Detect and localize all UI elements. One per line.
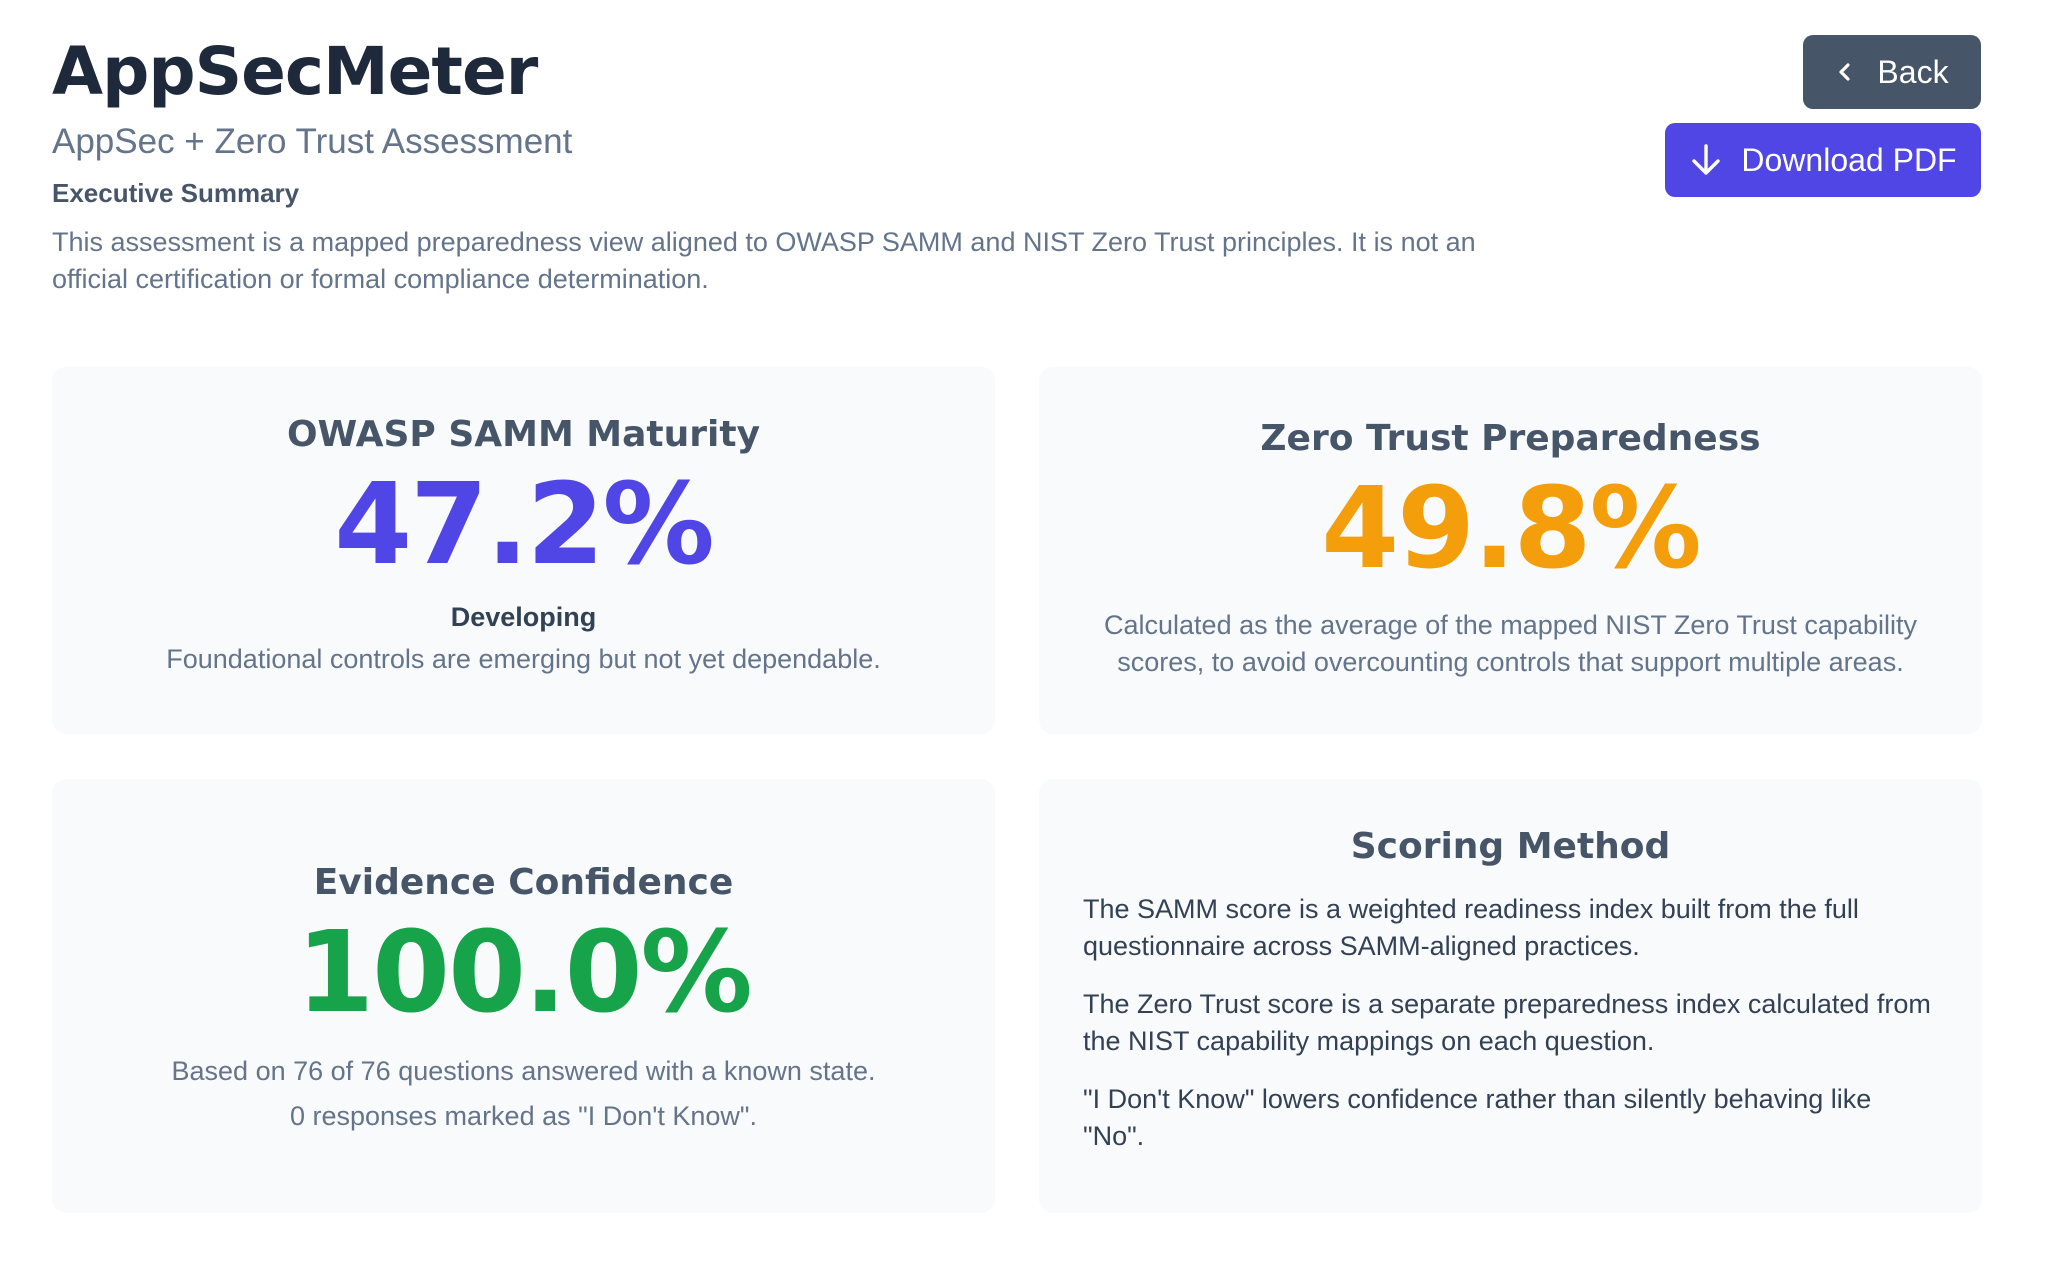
scoring-method-item: The SAMM score is a weighted readiness i…: [1083, 894, 1859, 961]
arrow-down-icon: [1689, 142, 1723, 178]
app-title: AppSecMeter: [52, 33, 538, 110]
zero-trust-score: 49.8%: [1321, 464, 1702, 594]
app-subtitle: AppSec + Zero Trust Assessment: [52, 122, 573, 161]
samm-level: Developing: [450, 602, 597, 632]
back-button-label: Back: [1877, 53, 1949, 90]
scoring-card-title: Scoring Method: [1350, 826, 1671, 867]
samm-score: 47.2%: [334, 460, 715, 590]
back-button[interactable]: Back: [1803, 35, 1981, 109]
evidence-card-title: Evidence Confidence: [313, 862, 734, 903]
evidence-line-answered: Based on 76 of 76 questions answered wit…: [171, 1056, 876, 1086]
evidence-confidence-card: Evidence Confidence 100.0% Based on 76 o…: [52, 779, 995, 1213]
samm-maturity-card: OWASP SAMM Maturity 47.2% Developing Fou…: [52, 367, 995, 734]
page-header: AppSecMeter AppSec + Zero Trust Assessme…: [52, 30, 1492, 298]
evidence-score: 100.0%: [296, 908, 752, 1038]
chevron-left-icon: [1835, 60, 1855, 84]
scoring-method-card: Scoring Method The SAMM score is a weigh…: [1039, 779, 1982, 1213]
zero-trust-card-title: Zero Trust Preparedness: [1260, 418, 1761, 459]
download-pdf-label: Download PDF: [1741, 141, 1957, 178]
evidence-line-unknown: 0 responses marked as "I Don't Know".: [289, 1101, 758, 1131]
download-pdf-button[interactable]: Download PDF: [1665, 123, 1981, 197]
scoring-method-item: "I Don't Know" lowers confidence rather …: [1083, 1084, 1872, 1151]
samm-description: Foundational controls are emerging but n…: [166, 644, 881, 674]
samm-card-title: OWASP SAMM Maturity: [286, 414, 761, 455]
zero-trust-card: Zero Trust Preparedness 49.8% Calculated…: [1039, 367, 1982, 734]
scoring-method-item: The Zero Trust score is a separate prepa…: [1083, 989, 1931, 1056]
section-label: Executive Summary: [52, 178, 300, 208]
scoring-method-list: The SAMM score is a weighted readiness i…: [1039, 891, 1982, 1155]
executive-summary-text: This assessment is a mapped preparedness…: [52, 227, 1476, 294]
zero-trust-description: Calculated as the average of the mapped …: [1104, 610, 1917, 677]
